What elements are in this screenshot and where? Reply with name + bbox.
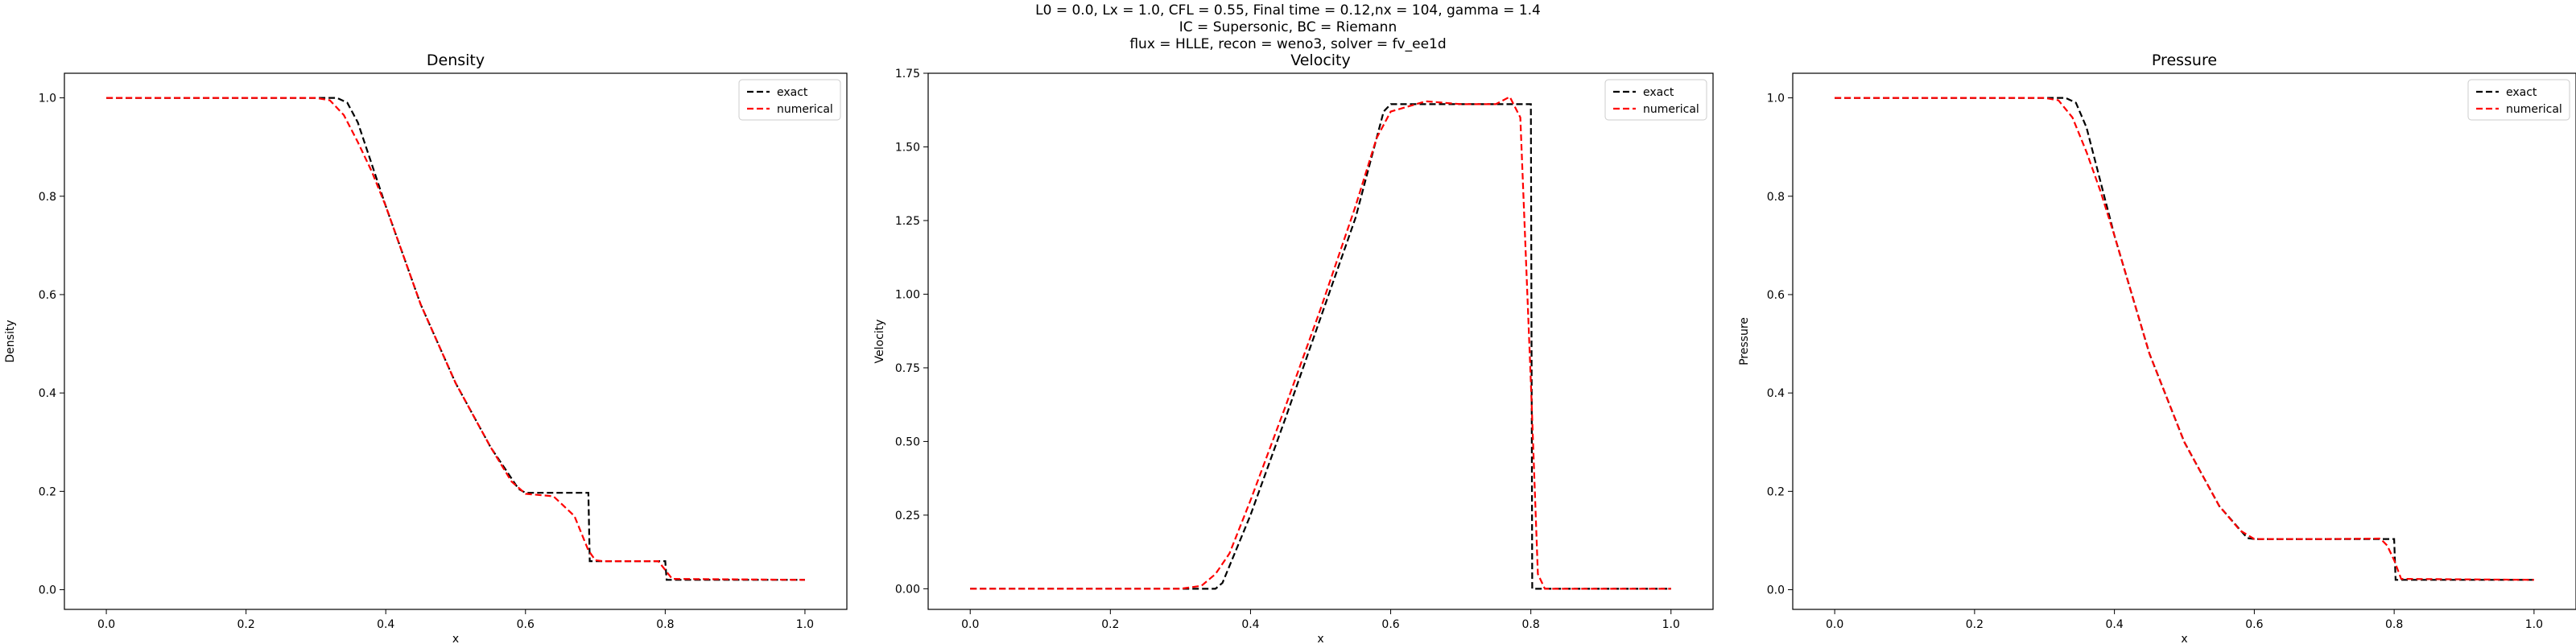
y-tick-label: 1.25	[895, 215, 920, 228]
series-line-numerical	[970, 95, 1671, 590]
y-tick-label: 0.6	[1767, 289, 1785, 302]
y-tick-label: 0.2	[1767, 485, 1785, 498]
x-tick-label: 0.8	[2385, 618, 2403, 631]
y-tick-label: 0.0	[39, 584, 56, 597]
y-axis-label: Pressure	[1738, 317, 1751, 365]
y-tick-label: 0.0	[1767, 584, 1785, 597]
suptitle-line-3: flux = HLLE, recon = weno3, solver = fv_…	[1129, 36, 1446, 52]
x-tick-label: 0.0	[1826, 618, 1843, 631]
x-tick-label: 1.0	[796, 618, 814, 631]
x-tick-label: 0.4	[377, 618, 394, 631]
legend-label-exact: exact	[2506, 86, 2537, 99]
x-tick-label: 0.0	[961, 618, 979, 631]
x-tick-label: 0.4	[1241, 618, 1259, 631]
plot-frame	[64, 72, 848, 610]
x-tick-label: 0.2	[1101, 618, 1119, 631]
y-tick-label: 1.50	[895, 141, 920, 154]
y-tick-label: 0.4	[1767, 387, 1785, 400]
y-tick-label: 0.6	[39, 289, 56, 302]
chart-panel-velocity: Velocity 0.0 0.2 0.4 0.6 0.8 1.0 0.00 0.25 0.50 0.…	[873, 52, 1714, 644]
x-tick-label: 0.6	[1381, 618, 1399, 631]
legend-label-exact: exact	[1643, 86, 1674, 99]
legend: exact numerical	[2467, 79, 2570, 121]
y-tick-label: 1.00	[895, 288, 920, 301]
chart-title: Density	[427, 52, 485, 69]
y-tick-label: 0.8	[1767, 191, 1785, 204]
y-tick-label: 0.50	[895, 436, 920, 448]
y-tick-label: 1.0	[39, 93, 56, 105]
y-tick-label: 0.2	[39, 485, 56, 498]
legend-label-numerical: numerical	[777, 103, 833, 116]
suptitle-line-2: IC = Supersonic, BC = Riemann	[1179, 19, 1397, 35]
series-line-exact	[970, 103, 1671, 590]
y-tick-label: 0.4	[39, 387, 56, 400]
x-tick-label: 0.8	[1522, 618, 1540, 631]
y-axis-label: Velocity	[873, 320, 886, 364]
x-tick-label: 0.4	[2105, 618, 2123, 631]
legend-box	[738, 79, 841, 121]
legend-label-numerical: numerical	[2506, 103, 2562, 116]
legend-label-exact: exact	[777, 86, 808, 99]
chart-panel-density: Density 0.0 0.2 0.4 0.6 0.8 1.0 0.0 0.2 0.4 0.6 0.8…	[4, 52, 848, 644]
x-tick-label: 0.6	[2245, 618, 2263, 631]
legend-label-numerical: numerical	[1643, 103, 1699, 116]
series-line-numerical	[1835, 97, 2534, 581]
y-tick-label: 0.8	[39, 191, 56, 204]
x-tick-label: 1.0	[1662, 618, 1680, 631]
y-tick-label: 0.25	[895, 510, 920, 522]
x-tick-label: 1.0	[2525, 618, 2543, 631]
chart-title: Velocity	[1290, 52, 1351, 69]
x-tick-label: 0.8	[656, 618, 674, 631]
chart-title: Pressure	[2152, 52, 2217, 69]
legend: exact numerical	[738, 79, 841, 121]
plot-frame	[1792, 72, 2576, 610]
plot-frame	[927, 72, 1714, 610]
x-tick-label: 0.6	[517, 618, 535, 631]
y-tick-label: 0.00	[895, 583, 920, 596]
legend-box	[1604, 79, 1707, 121]
x-tick-label: 0.2	[237, 618, 255, 631]
y-axis-label: Density	[4, 320, 17, 362]
x-axis-label: x	[2181, 633, 2187, 644]
series-line-numerical	[106, 97, 805, 581]
x-axis-label: x	[452, 633, 459, 644]
x-tick-label: 0.0	[97, 618, 115, 631]
legend: exact numerical	[1604, 79, 1707, 121]
suptitle-line-1: L0 = 0.0, Lx = 1.0, CFL = 0.55, Final ti…	[1035, 2, 1541, 19]
legend-box	[2467, 79, 2570, 121]
x-tick-label: 0.2	[1966, 618, 1984, 631]
chart-panel-pressure: Pressure 0.0 0.2 0.4 0.6 0.8 1.0 0.0 0.2 0.4 0.6 0.…	[1738, 52, 2576, 644]
x-axis-label: x	[1317, 633, 1323, 644]
y-tick-label: 1.75	[895, 68, 920, 80]
y-tick-label: 0.75	[895, 362, 920, 375]
y-tick-label: 1.0	[1767, 93, 1785, 105]
